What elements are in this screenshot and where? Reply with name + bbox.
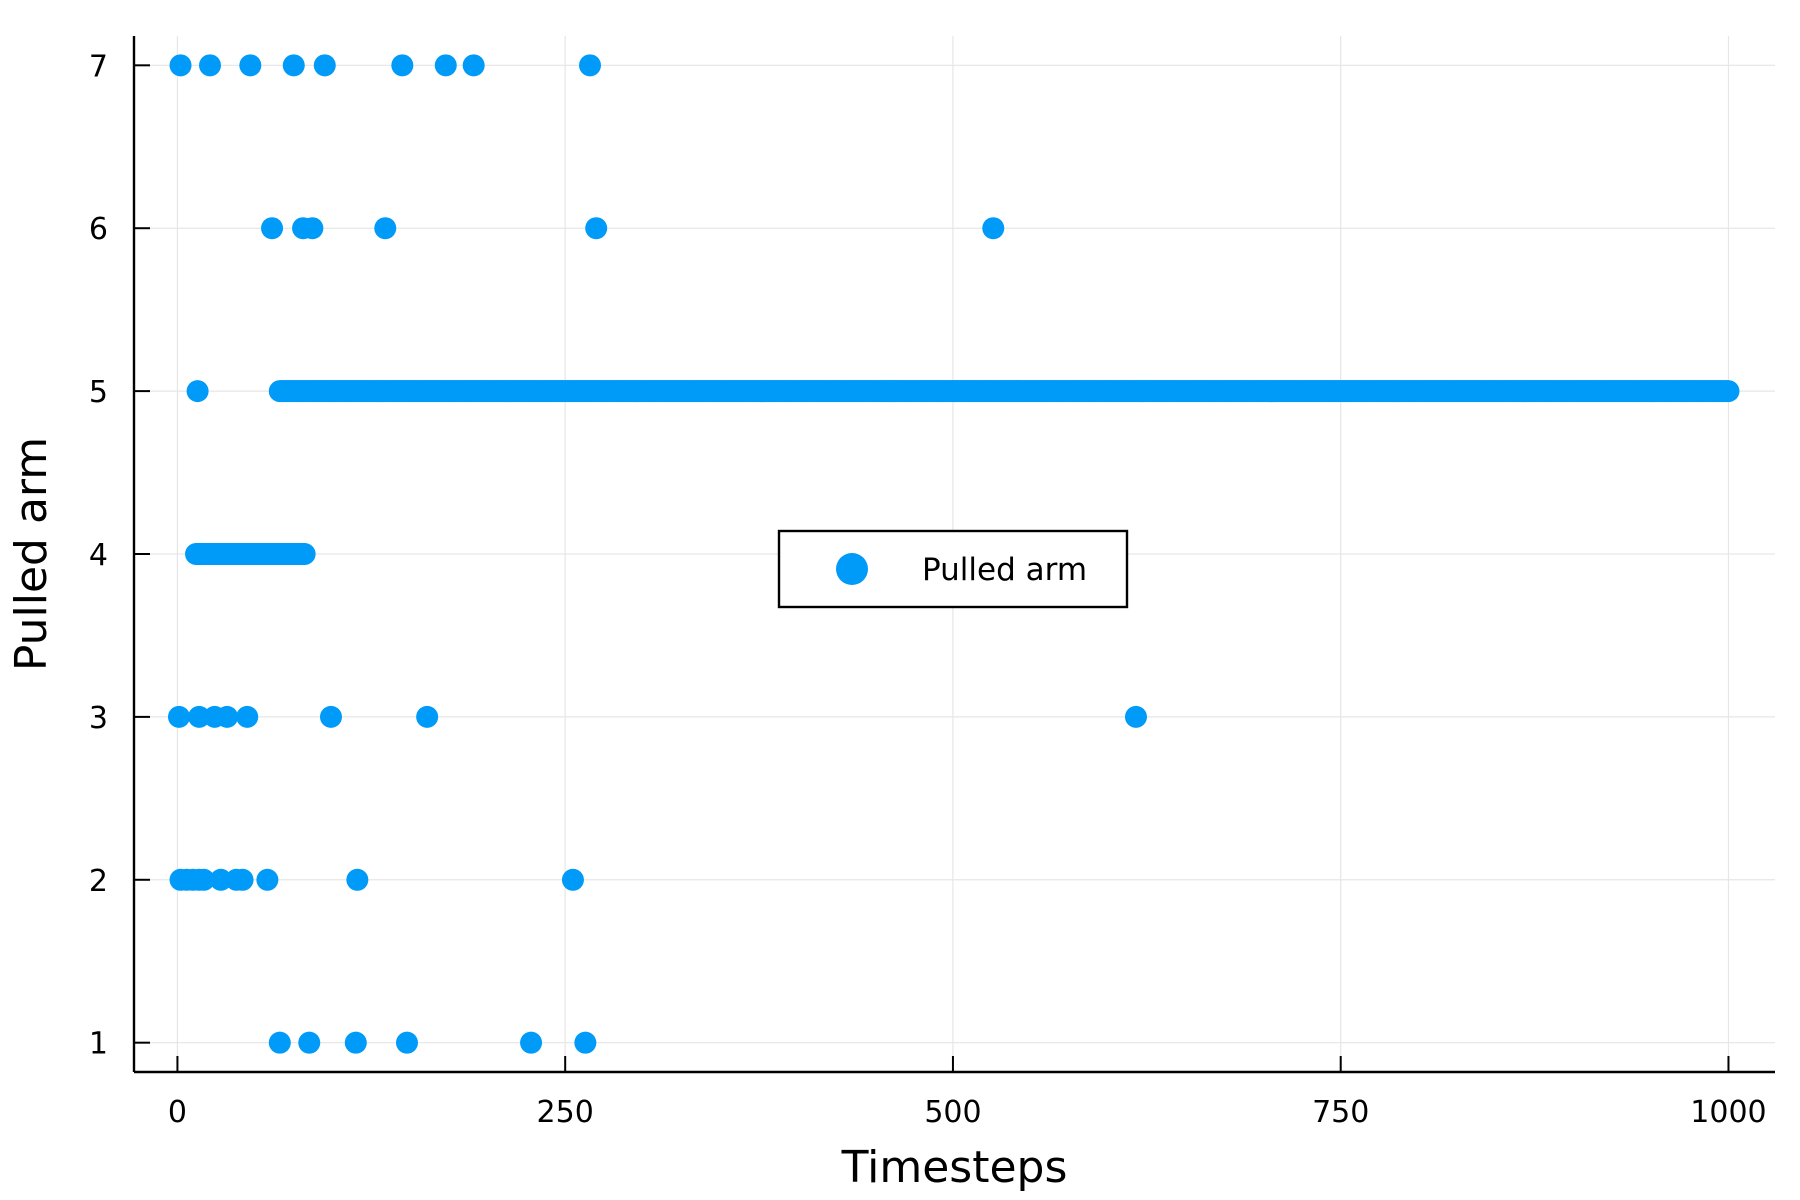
data-point	[585, 217, 608, 240]
x-tick-label: 250	[537, 1095, 594, 1130]
data-point	[293, 543, 316, 565]
data-point	[462, 54, 485, 77]
points-layer	[167, 54, 1740, 1054]
y-tick-label: 7	[89, 49, 108, 84]
data-point	[298, 1031, 321, 1054]
data-point	[169, 54, 192, 77]
y-axis-title: Pulled arm	[6, 437, 57, 671]
axes-layer: 0 250 500 750 1000 1 2 3 4 5 6 7 Timesteps Pulled arm	[6, 36, 1775, 1193]
data-point	[574, 1031, 597, 1054]
data-point	[216, 705, 239, 728]
data-point	[1124, 705, 1147, 728]
data-point	[261, 217, 284, 240]
data-point	[186, 380, 209, 403]
data-point	[301, 217, 324, 240]
data-point	[1717, 380, 1740, 403]
data-point	[346, 868, 369, 891]
data-point	[416, 705, 439, 728]
y-tick-label: 4	[89, 538, 108, 573]
y-tick-label: 3	[89, 701, 108, 736]
legend-marker	[836, 553, 868, 585]
x-axis-title: Timesteps	[841, 1142, 1068, 1193]
x-tick-label: 750	[1312, 1095, 1369, 1130]
data-point	[313, 54, 336, 77]
data-point	[579, 54, 602, 77]
legend: Pulled arm	[777, 529, 1129, 609]
data-point	[188, 705, 211, 728]
data-point	[192, 868, 215, 891]
data-point	[374, 217, 397, 240]
x-tick-label: 1000	[1690, 1095, 1766, 1130]
data-point	[167, 705, 190, 728]
data-point	[520, 1031, 543, 1054]
data-point	[282, 54, 305, 77]
data-point	[434, 54, 457, 77]
data-point	[239, 54, 262, 77]
y-tick-label: 5	[89, 375, 108, 410]
data-point	[268, 1031, 291, 1054]
data-point	[391, 54, 414, 77]
legend-label: Pulled arm	[922, 552, 1087, 588]
data-point	[209, 868, 232, 891]
data-point	[982, 217, 1005, 240]
data-point	[199, 54, 222, 77]
data-point	[395, 1031, 418, 1054]
data-point	[344, 1031, 367, 1054]
data-point	[256, 868, 279, 891]
y-tick-label: 6	[89, 212, 108, 247]
x-tick-label: 0	[168, 1095, 187, 1130]
x-tick-label: 500	[924, 1095, 981, 1130]
data-point	[231, 868, 254, 891]
data-point	[319, 705, 342, 728]
y-tick-label: 1	[89, 1027, 108, 1062]
data-point	[236, 705, 259, 728]
data-point	[561, 868, 584, 891]
y-tick-label: 2	[89, 864, 108, 899]
